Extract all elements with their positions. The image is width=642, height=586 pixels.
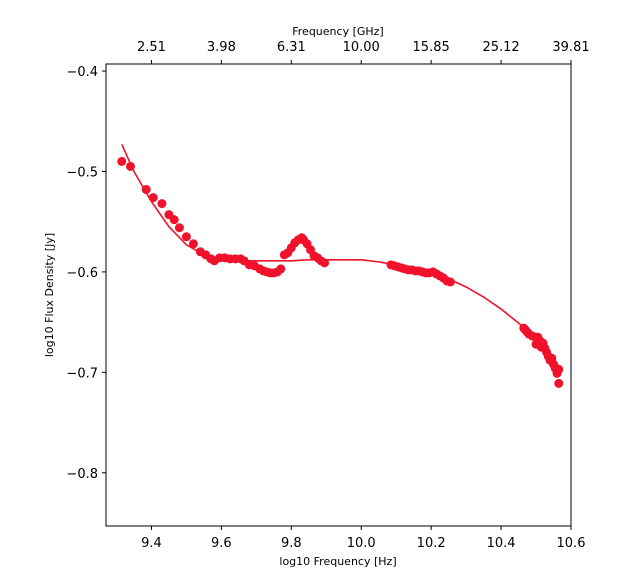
axes-frame xyxy=(105,63,572,527)
top-tick-label: 10.00 xyxy=(343,40,380,55)
top-tick-label: 3.98 xyxy=(207,40,236,55)
data-point xyxy=(125,161,135,171)
top-x-axis-label: Frequency [GHz] xyxy=(292,25,383,38)
y-axis-ticks: −0.4 −0.5 −0.6 −0.7 −0.8 xyxy=(66,65,106,482)
top-tick-label: 39.81 xyxy=(552,40,589,55)
y-tick-label: −0.6 xyxy=(66,266,98,281)
y-axis-label: log10 Flux Density [Jy] xyxy=(43,233,56,357)
data-point xyxy=(148,193,158,203)
fit-curve xyxy=(121,144,560,367)
top-x-axis-ticks: 2.51 3.98 6.31 10.00 15.85 25.12 39.81 xyxy=(137,40,590,64)
x-tick-label: 10.6 xyxy=(557,536,586,551)
x-tick-label: 10.0 xyxy=(347,536,376,551)
data-point xyxy=(157,199,167,209)
data-point xyxy=(276,264,286,274)
x-axis-ticks: 9.4 9.6 9.8 10.0 10.2 10.4 10.6 xyxy=(141,526,585,551)
x-tick-label: 10.2 xyxy=(417,536,446,551)
data-point xyxy=(117,156,127,166)
y-tick-label: −0.7 xyxy=(66,366,98,381)
data-point xyxy=(181,232,191,242)
top-tick-label: 2.51 xyxy=(137,40,166,55)
plot-area xyxy=(117,144,564,388)
x-axis-label: log10 Frequency [Hz] xyxy=(279,555,396,568)
axes-border xyxy=(105,63,572,527)
data-point xyxy=(320,258,330,268)
top-tick-label: 25.12 xyxy=(482,40,519,55)
data-point xyxy=(554,378,564,388)
top-tick-label: 6.31 xyxy=(277,40,306,55)
data-point xyxy=(174,223,184,233)
data-point xyxy=(554,364,564,374)
x-tick-label: 9.8 xyxy=(281,536,302,551)
data-point xyxy=(188,239,198,249)
data-point xyxy=(141,185,151,195)
y-tick-label: −0.4 xyxy=(66,65,98,80)
top-tick-label: 15.85 xyxy=(413,40,450,55)
y-tick-label: −0.5 xyxy=(66,165,98,180)
data-point xyxy=(445,277,455,287)
x-tick-label: 9.4 xyxy=(141,536,162,551)
y-tick-label: −0.8 xyxy=(66,467,98,482)
x-tick-label: 9.6 xyxy=(211,536,232,551)
x-tick-label: 10.4 xyxy=(487,536,516,551)
data-point xyxy=(169,215,179,225)
